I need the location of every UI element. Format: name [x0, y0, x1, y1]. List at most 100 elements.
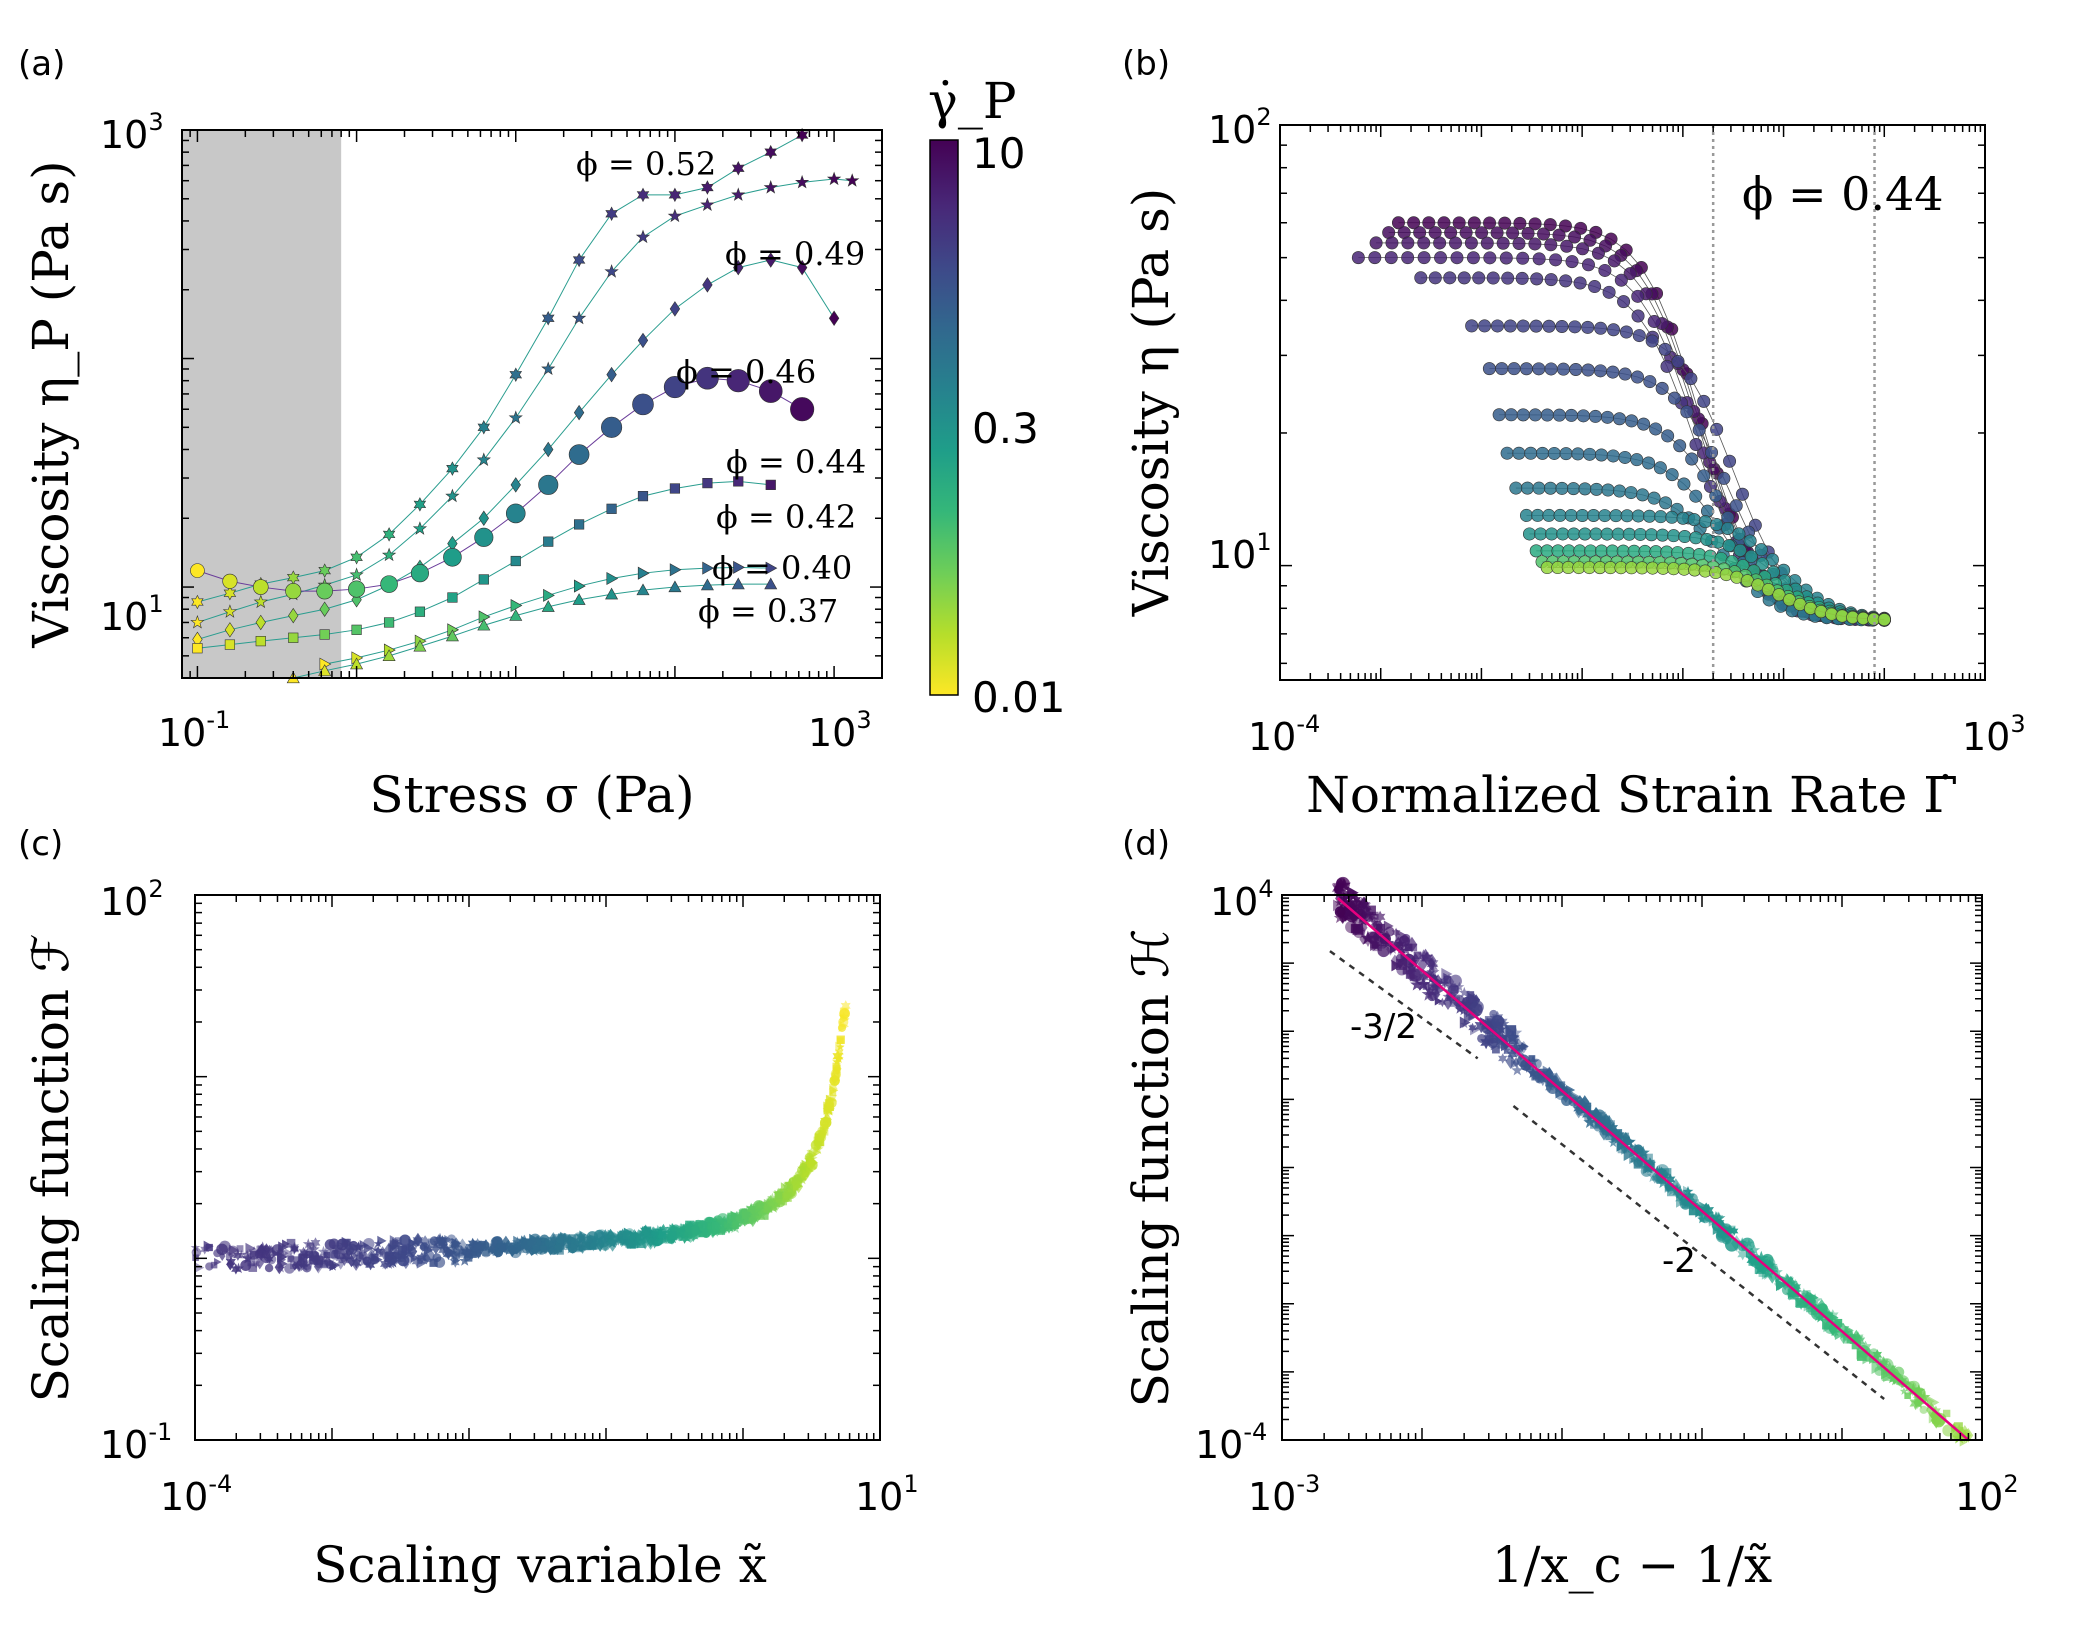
data-point — [1370, 941, 1378, 949]
data-point — [702, 478, 713, 489]
data-point — [1624, 486, 1638, 500]
data-point — [1503, 1043, 1515, 1054]
data-point — [1615, 1129, 1625, 1141]
data-point — [1467, 216, 1481, 230]
data-point — [1336, 877, 1347, 889]
data-point — [782, 1192, 792, 1202]
data-point — [438, 1243, 449, 1256]
panel-label-c: (c) — [18, 824, 63, 864]
series-label-042: ϕ = 0.42 — [716, 498, 856, 536]
data-point — [1466, 251, 1480, 265]
data-point — [563, 1240, 571, 1248]
data-point — [192, 643, 203, 654]
data-point — [472, 1240, 486, 1252]
data-point — [1627, 544, 1641, 558]
data-point — [1700, 533, 1714, 547]
data-point — [1957, 1426, 1968, 1439]
data-point — [554, 1245, 564, 1255]
data-point — [807, 1156, 817, 1170]
data-point — [1717, 471, 1731, 485]
data-point — [754, 1200, 765, 1210]
x-axis-title-d: 1/x_c − 1/x̃ — [1492, 1536, 1772, 1594]
data-point — [1560, 239, 1574, 253]
data-point — [289, 1243, 299, 1256]
data-point — [1374, 910, 1386, 923]
data-point — [526, 1238, 535, 1249]
data-point — [410, 1253, 420, 1263]
data-point — [1416, 976, 1431, 991]
data-point — [1449, 996, 1461, 1007]
data-point — [1524, 446, 1538, 460]
data-point — [316, 582, 333, 600]
data-point — [255, 614, 266, 631]
data-point — [1543, 218, 1557, 232]
data-point — [538, 474, 559, 495]
data-point — [1528, 217, 1542, 231]
data-point — [1338, 886, 1351, 900]
data-point — [819, 1128, 827, 1140]
data-point — [1834, 1318, 1843, 1327]
data-point — [1504, 408, 1518, 422]
data-point — [640, 1235, 650, 1250]
data-point — [292, 1260, 303, 1271]
data-point — [1619, 325, 1633, 339]
data-point — [1459, 226, 1473, 240]
data-point — [1618, 1132, 1629, 1143]
slope-guide-line — [1512, 1104, 1885, 1400]
data-point — [343, 1244, 351, 1255]
data-point — [1689, 489, 1703, 503]
data-point — [1516, 251, 1530, 265]
data-point — [405, 1243, 413, 1255]
data-point — [1564, 408, 1578, 422]
data-point — [1746, 1253, 1758, 1267]
annotation-phi-b: ϕ = 0.44 — [1742, 167, 1944, 221]
data-point — [1385, 236, 1399, 250]
data-point — [1566, 482, 1580, 496]
data-point — [219, 1251, 226, 1261]
data-point — [826, 171, 842, 186]
x-tick-c-1: 101 — [855, 1470, 919, 1519]
data-point — [718, 1224, 728, 1236]
data-point — [1421, 986, 1437, 1001]
data-point — [549, 1232, 558, 1244]
data-point — [1647, 491, 1661, 505]
data-point — [1588, 1108, 1602, 1123]
panel-d: (d) 10-3 102 10-4 104 -3/2 -2 1/x_c − 1/… — [1122, 824, 2019, 1594]
data-point — [278, 1258, 288, 1269]
data-point — [1637, 417, 1651, 431]
data-point — [1406, 936, 1418, 953]
data-point — [1761, 583, 1775, 597]
data-point — [1460, 1019, 1470, 1029]
data-point — [839, 1007, 849, 1017]
data-point — [1558, 219, 1572, 233]
data-point — [1542, 508, 1556, 522]
data-point — [410, 564, 429, 583]
axes-frame-a — [181, 129, 883, 679]
data-point — [513, 1235, 524, 1247]
data-point — [351, 592, 362, 608]
data-point — [1634, 1144, 1646, 1156]
data-point — [1482, 362, 1496, 376]
data-point — [1667, 529, 1681, 543]
data-point — [767, 1192, 778, 1203]
data-point — [1877, 613, 1891, 627]
data-point — [832, 1064, 841, 1074]
data-point — [1710, 1211, 1724, 1226]
data-point — [1377, 944, 1390, 958]
data-point — [1871, 1360, 1884, 1375]
data-point — [285, 1248, 294, 1258]
data-point — [431, 1242, 440, 1255]
data-point — [780, 1182, 790, 1193]
data-point — [1927, 1397, 1935, 1406]
data-point — [1697, 394, 1711, 408]
data-point — [829, 1089, 837, 1097]
data-point — [1889, 1364, 1897, 1375]
data-point — [1366, 905, 1376, 916]
data-point — [1583, 233, 1597, 247]
data-point — [606, 366, 617, 383]
data-point — [1569, 362, 1583, 376]
data-point — [1611, 527, 1625, 541]
data-point — [1556, 362, 1570, 376]
data-point — [1823, 1321, 1833, 1333]
data-point — [1660, 545, 1674, 559]
